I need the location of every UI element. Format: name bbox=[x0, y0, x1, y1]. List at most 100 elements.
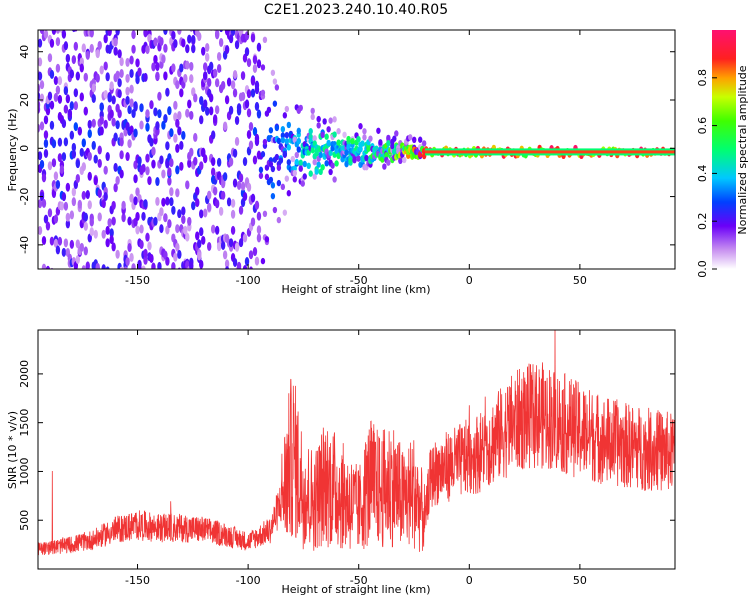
heatmap-cell bbox=[131, 30, 136, 40]
heatmap-cell bbox=[250, 88, 256, 98]
heatmap-cell bbox=[366, 145, 371, 152]
heatmap-cell bbox=[324, 133, 329, 140]
heatmap-cell bbox=[163, 114, 168, 124]
heatmap-cell bbox=[83, 246, 88, 256]
heatmap-cell bbox=[268, 176, 274, 184]
heatmap-cell bbox=[230, 209, 236, 219]
spectrogram-marks bbox=[38, 20, 675, 269]
heatmap-cell bbox=[103, 165, 108, 175]
heatmap-cell bbox=[220, 190, 226, 200]
heatmap-cell bbox=[173, 39, 178, 49]
heatmap-cell bbox=[209, 30, 213, 31]
heatmap-cell bbox=[286, 121, 292, 129]
heatmap-cell bbox=[65, 53, 71, 63]
heatmap-cell bbox=[183, 73, 188, 83]
heatmap-cell bbox=[63, 41, 69, 51]
heatmap-cell bbox=[63, 201, 69, 211]
heatmap-cell bbox=[91, 93, 96, 103]
colorbar-tick-label: 0.2 bbox=[696, 212, 709, 230]
heatmap-cell bbox=[352, 156, 357, 164]
heatmap-cell bbox=[328, 149, 333, 157]
heatmap-cell bbox=[318, 151, 323, 159]
heatmap-cell bbox=[75, 254, 81, 264]
heatmap-cell bbox=[51, 158, 57, 168]
heatmap-cell bbox=[113, 132, 118, 142]
heatmap-cell bbox=[38, 71, 43, 81]
heatmap-cell bbox=[165, 256, 170, 266]
heatmap-cell bbox=[133, 174, 138, 184]
heatmap-cell bbox=[298, 159, 303, 166]
heatmap-cell bbox=[248, 250, 254, 260]
heatmap-cell bbox=[412, 136, 417, 144]
heatmap-cell bbox=[197, 239, 202, 249]
heatmap-cell bbox=[153, 216, 158, 226]
heatmap-cell bbox=[225, 266, 230, 269]
heatmap-cell bbox=[250, 33, 256, 43]
heatmap-cell bbox=[87, 129, 92, 139]
heatmap-cell bbox=[139, 224, 144, 234]
heatmap-cell bbox=[272, 206, 278, 214]
heatmap-cell bbox=[226, 77, 232, 87]
heatmap-cell bbox=[310, 107, 315, 115]
heatmap-cell bbox=[316, 161, 321, 168]
heatmap-cell bbox=[177, 249, 182, 259]
heatmap-cell bbox=[53, 76, 59, 86]
heatmap-cell bbox=[268, 161, 274, 168]
heatmap-cell bbox=[274, 124, 280, 132]
heatmap-cell bbox=[201, 235, 206, 245]
heatmap-cell bbox=[99, 102, 104, 112]
heatmap-cell bbox=[356, 155, 361, 162]
heatmap-cell bbox=[159, 36, 164, 46]
heatmap-cell bbox=[208, 93, 214, 103]
heatmap-cell bbox=[306, 162, 311, 170]
heatmap-cell bbox=[252, 247, 258, 257]
heatmap-cell bbox=[127, 216, 132, 226]
heatmap-cell bbox=[421, 140, 427, 147]
heatmap-cell bbox=[173, 252, 178, 262]
colorbar-tick-label: 0.4 bbox=[696, 165, 709, 183]
heatmap-cell bbox=[153, 37, 158, 47]
heatmap-cell bbox=[197, 251, 202, 261]
heatmap-cell bbox=[187, 158, 192, 168]
heatmap-cell bbox=[76, 20, 80, 29]
heatmap-cell bbox=[45, 265, 51, 269]
heatmap-cell bbox=[252, 155, 258, 165]
heatmap-cell bbox=[262, 138, 268, 146]
heatmap-cell bbox=[246, 89, 252, 99]
snr-plot: -150 -100 -50 0 50 500 1000 1500 2000 Height of… bbox=[6, 329, 676, 596]
heatmap-cell bbox=[199, 161, 204, 171]
heatmap-cell bbox=[256, 211, 262, 221]
heatmap-cell bbox=[270, 182, 276, 189]
heatmap-cell bbox=[201, 147, 206, 157]
heatmap-cell bbox=[189, 74, 194, 84]
heatmap-cell bbox=[145, 232, 150, 242]
colorbar-label: Normalized spectral amplitude bbox=[736, 65, 749, 234]
heatmap-cell bbox=[206, 202, 212, 212]
heatmap-cell bbox=[191, 34, 196, 44]
heatmap-cell bbox=[71, 142, 77, 152]
heatmap-cell bbox=[65, 182, 71, 192]
heatmap-cell bbox=[203, 208, 208, 218]
heatmap-cell bbox=[115, 249, 120, 259]
heatmap-cell bbox=[224, 259, 230, 269]
heatmap-cell bbox=[185, 108, 190, 118]
heatmap-cell bbox=[268, 127, 274, 134]
heatmap-cell bbox=[155, 177, 160, 187]
x-tick-label: -150 bbox=[125, 574, 150, 587]
heatmap-cell bbox=[107, 93, 112, 103]
heatmap-cell bbox=[43, 214, 49, 224]
heatmap-cell bbox=[139, 240, 144, 250]
heatmap-cell bbox=[228, 34, 234, 44]
heatmap-cell bbox=[282, 209, 288, 216]
heatmap-cell bbox=[39, 80, 45, 90]
heatmap-cell bbox=[348, 157, 353, 164]
heatmap-cell bbox=[234, 40, 240, 50]
spectrogram-x-label: Height of straight line (km) bbox=[281, 283, 430, 296]
heatmap-cell bbox=[59, 201, 65, 211]
heatmap-cell bbox=[163, 43, 168, 53]
heatmap-cell bbox=[284, 175, 290, 182]
heatmap-cell bbox=[206, 190, 212, 200]
heatmap-cell bbox=[75, 173, 81, 183]
x-tick-label: 50 bbox=[573, 274, 587, 287]
